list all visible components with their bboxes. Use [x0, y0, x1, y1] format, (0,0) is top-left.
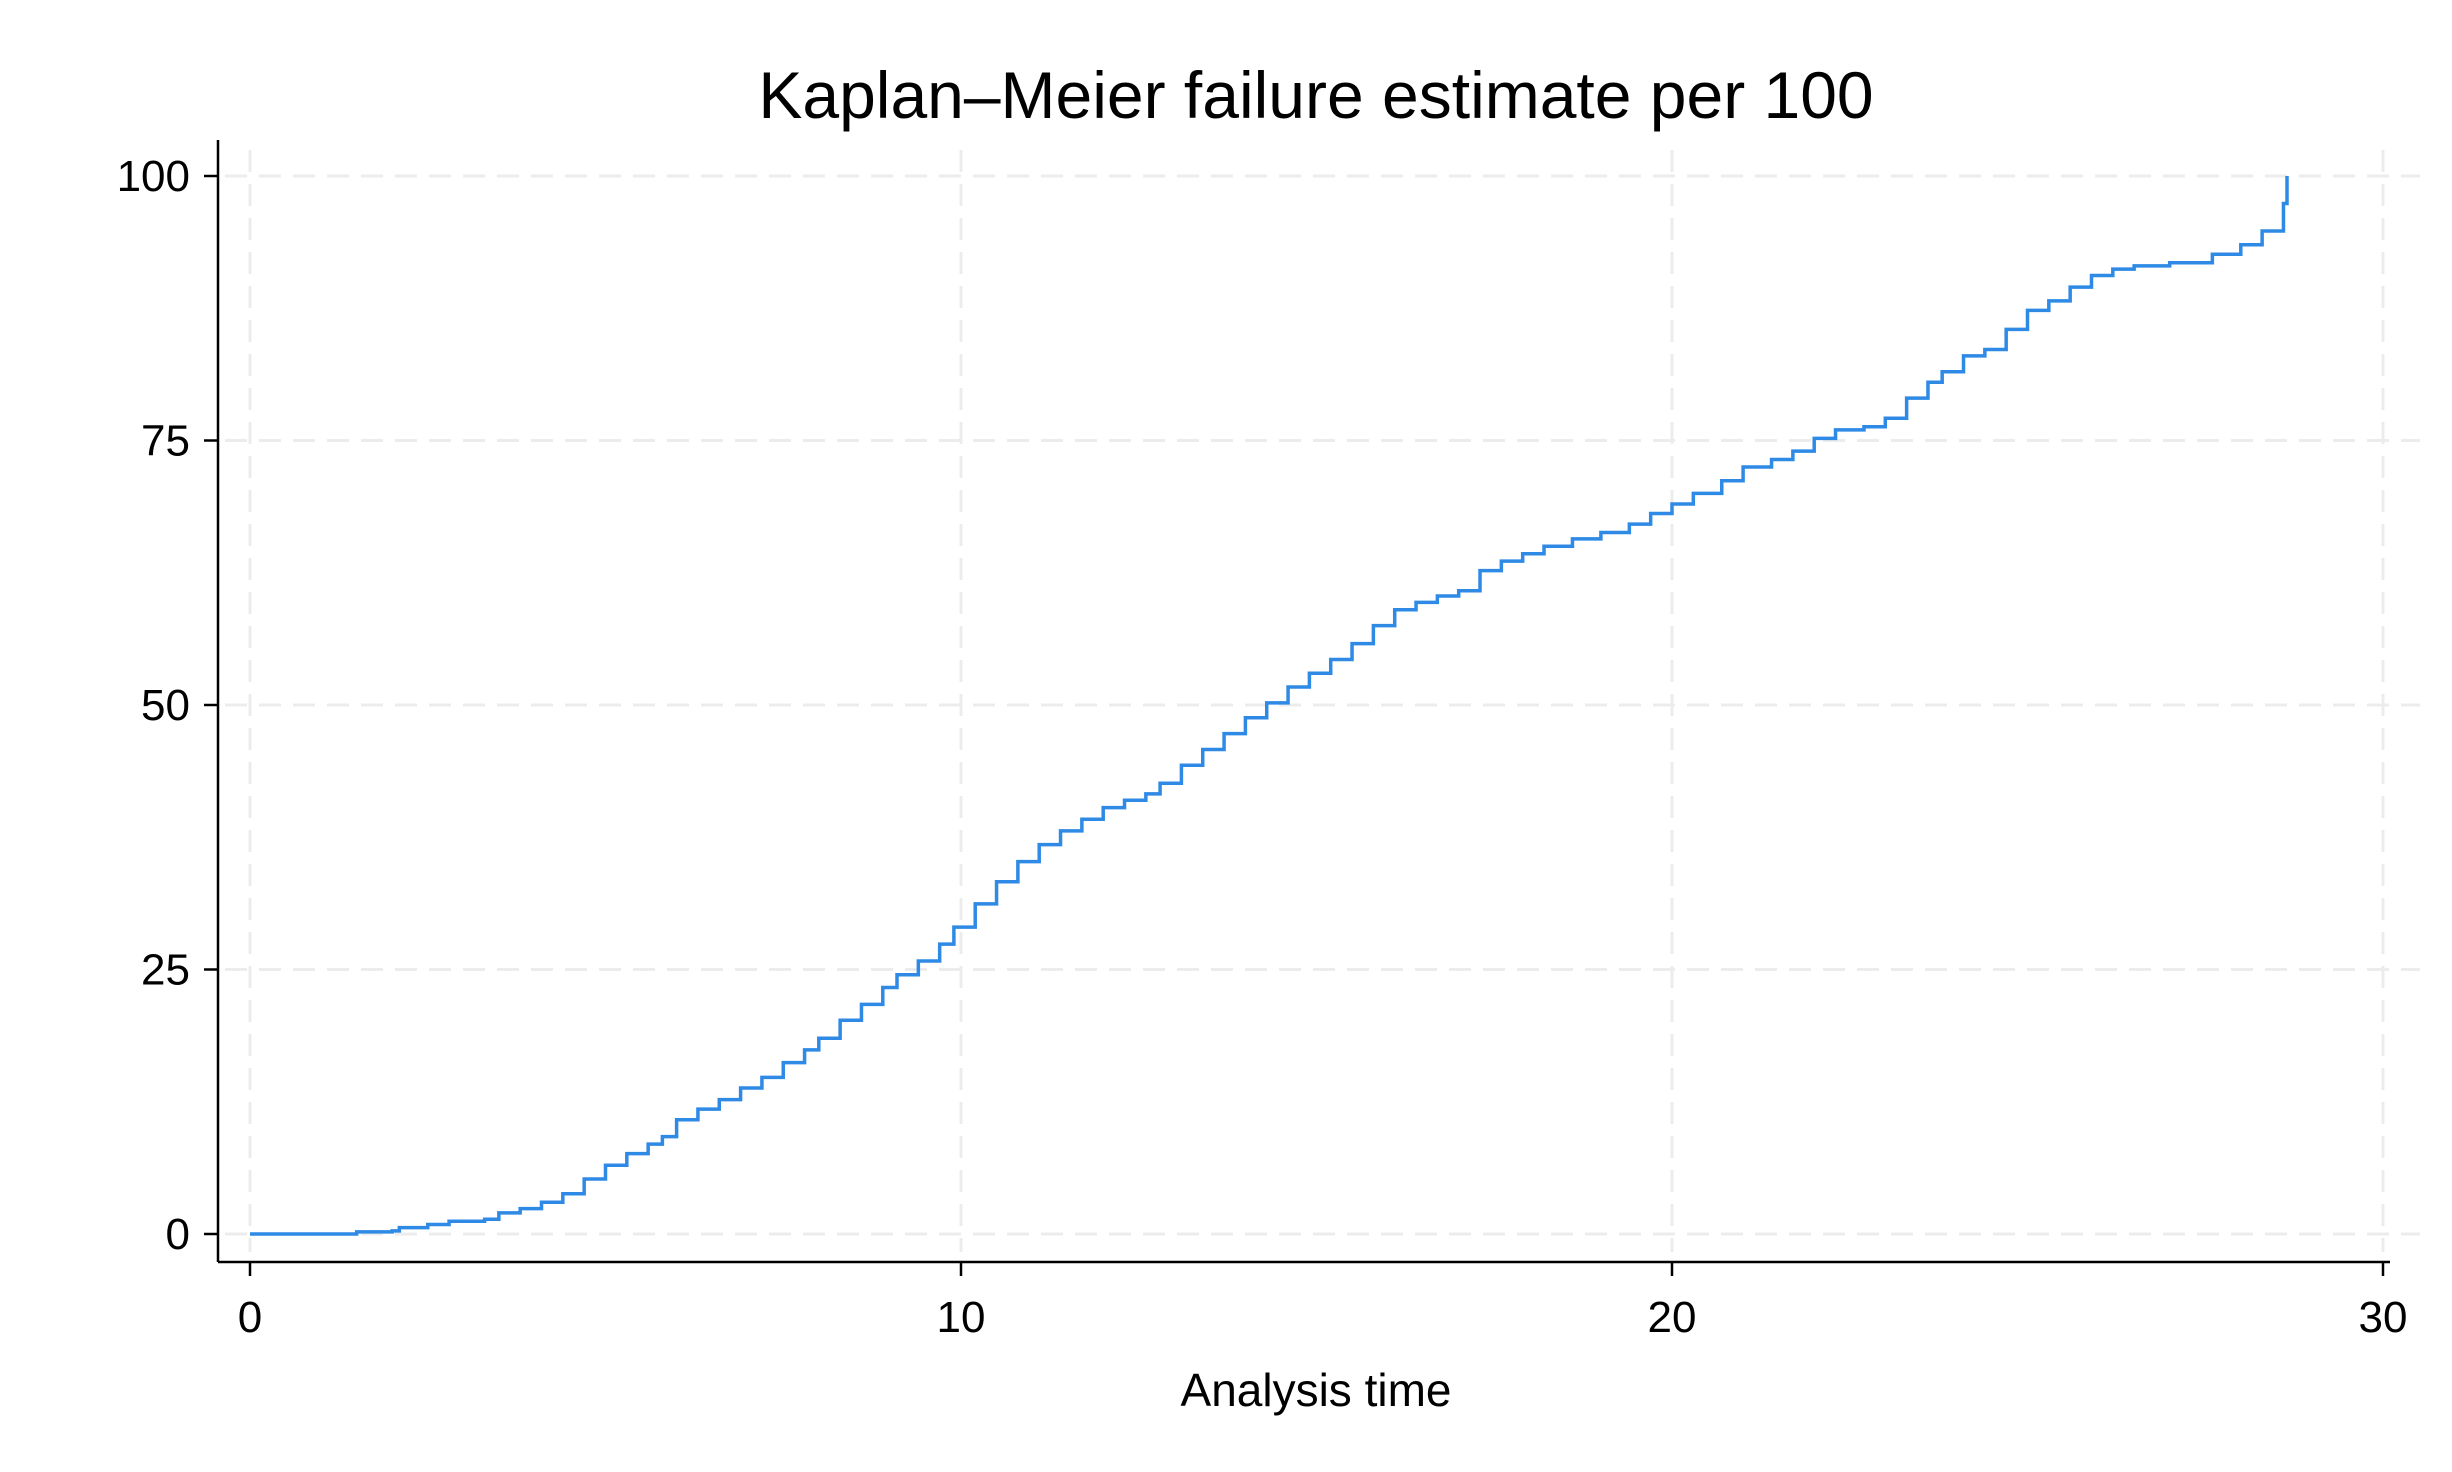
- x-tick-label: 30: [2359, 1293, 2408, 1342]
- y-tick-label: 50: [141, 681, 190, 730]
- series-line: [250, 176, 2289, 1236]
- y-tick-label: 0: [166, 1210, 190, 1259]
- x-tick-label: 20: [1648, 1293, 1697, 1342]
- x-tick-label: 10: [937, 1293, 986, 1342]
- x-tick-label: 0: [238, 1293, 262, 1342]
- x-ticks: 0 10 20 30: [238, 1262, 2408, 1342]
- grid-lines: [225, 150, 2420, 1252]
- y-tick-label: 25: [141, 946, 190, 995]
- y-tick-label: 100: [117, 152, 190, 201]
- series-layer: [250, 176, 2289, 1236]
- chart-title: Kaplan–Meier failure estimate per 100: [758, 58, 1873, 132]
- y-ticks: 0 25 50 75 100: [117, 152, 218, 1259]
- x-axis-label: Analysis time: [1181, 1364, 1452, 1416]
- y-tick-label: 75: [141, 417, 190, 466]
